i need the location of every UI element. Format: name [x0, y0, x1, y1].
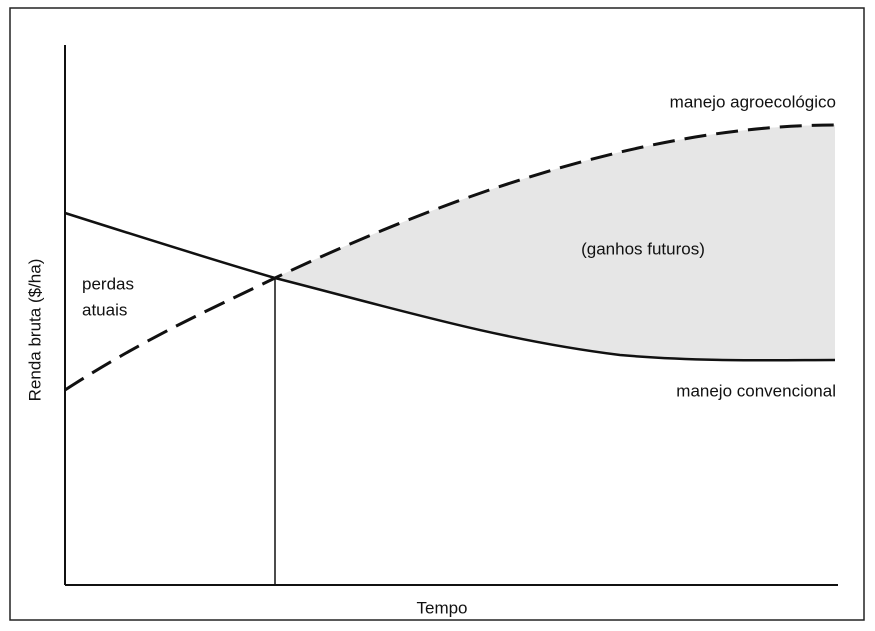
region-label: atuais [82, 300, 127, 319]
frame [9, 7, 865, 621]
conventional-curve [64, 211, 836, 362]
region-label: (ganhos futuros) [581, 239, 705, 258]
curve-label: manejo agroecológico [670, 92, 836, 111]
agroecological-curve [64, 123, 836, 392]
curve-label: manejo convencional [676, 381, 836, 400]
y-axis-label: Renda bruta ($/ha) [25, 259, 44, 402]
x-axis-label: Tempo [416, 598, 467, 617]
gain-region [275, 125, 835, 361]
region-label: perdas [82, 274, 134, 293]
